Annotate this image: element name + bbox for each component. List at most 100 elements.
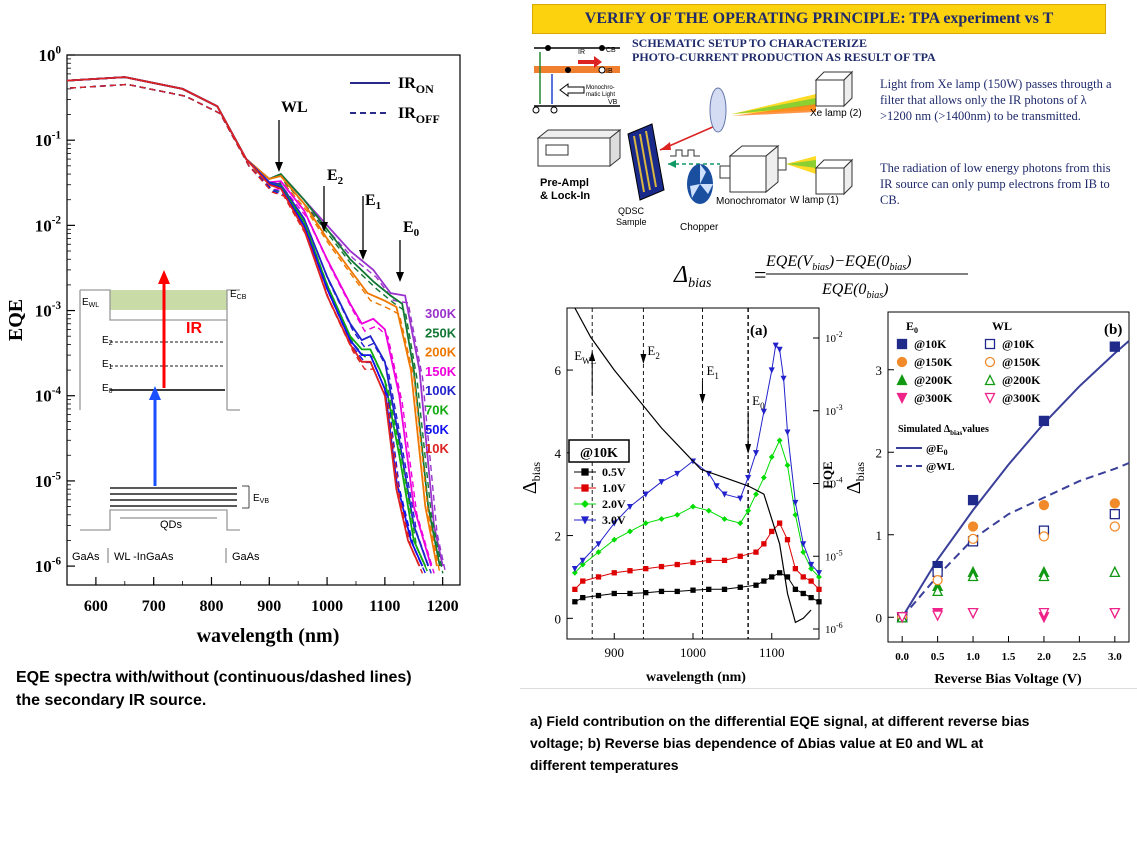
chart-b-group-wl: WL: [992, 319, 1012, 333]
chart-a-point-3.0V: [737, 495, 744, 502]
svg-text:& Lock-In: & Lock-In: [540, 190, 590, 202]
chart-a-point-1.0V: [769, 528, 775, 535]
chart-a-point-2.0V: [611, 536, 618, 543]
chart-a-point-1.0V: [792, 566, 799, 572]
chart-a-point-3.0V: [595, 541, 602, 548]
chart-a-point-1.0V: [776, 520, 783, 526]
chart-a-point-1.0V: [595, 574, 602, 580]
temp-label-10K: 10K: [425, 441, 449, 456]
svg-text:Δbias: Δbias: [673, 262, 712, 291]
chart-b-x-tick-label: 1.0: [966, 651, 980, 663]
chart-a-point-2.0V: [705, 507, 712, 514]
chart-a-point-1.0V: [800, 574, 806, 580]
svg-text:Pre-Ampl: Pre-Ampl: [540, 177, 589, 189]
chart-b-legend-label: @150K: [1002, 355, 1041, 369]
chart-a-annotation-arrowhead: [640, 354, 647, 364]
chart-a-y-tick-label: 6: [555, 363, 562, 378]
chart-a-y2-tick-label: 10-2: [825, 330, 843, 345]
chart-a-legend-marker: [580, 516, 590, 525]
chart-b-y-tick-label: 3: [876, 363, 883, 378]
chart-b-legend-label: @10K: [914, 337, 947, 351]
chart-b-x-tick-label: 3.0: [1108, 651, 1122, 663]
eqe-y-tick-label: 10-1: [35, 130, 61, 151]
chart-a-point-0.5V: [737, 584, 743, 590]
chart-a-point-3.0V: [579, 557, 586, 564]
chart-a-point-1.0V: [627, 568, 633, 574]
svg-text:=: =: [754, 262, 766, 287]
chart-b-point-E0-10K: [1109, 341, 1120, 352]
eqe-series-200K-off: [69, 83, 441, 574]
svg-text:E0: E0: [403, 219, 420, 239]
chart-a-y-tick-label: 0: [555, 611, 562, 626]
chart-b-point-E0-150K: [1109, 498, 1120, 509]
inset-gaas-left: GaAs: [72, 551, 100, 563]
chart-b-point-WL-200K: [1038, 570, 1050, 582]
chart-b-y-tick-label: 2: [876, 445, 883, 460]
chart-a-point-2.0V: [658, 516, 665, 522]
svg-text:Sample: Sample: [616, 217, 647, 227]
chart-b-sim-title: Simulated Δbiasvalues: [898, 424, 989, 437]
chart-b-x-label: Reverse Bias Voltage (V): [934, 672, 1082, 687]
chart-a-point-0.5V: [808, 594, 814, 601]
temp-label-300K: 300K: [425, 306, 457, 321]
chart-a-point-0.5V: [816, 599, 822, 605]
inset-ir-label: IR: [186, 320, 202, 337]
chart-a-y-label: Δbias: [520, 462, 543, 495]
chart-a-point-2.0V: [808, 565, 815, 572]
chart-a-legend-label: 2.0V: [602, 497, 626, 511]
chart-a-point-0.5V: [761, 578, 767, 584]
setup-description-1: Light from Xe lamp (150W) passes througt…: [880, 77, 1112, 123]
svg-text:WL: WL: [281, 99, 308, 116]
eqe-series-50K-off: [69, 83, 427, 574]
eqe-y-tick-label: 100: [38, 44, 61, 65]
lens: [709, 87, 727, 133]
chart-a-point-0.5V: [643, 590, 649, 596]
temp-label-250K: 250K: [425, 325, 457, 340]
chart-a-point-2.0V: [579, 561, 586, 568]
chart-a-point-1.0V: [721, 557, 728, 564]
chart-a-point-2.0V: [745, 507, 752, 514]
chart-a-legend-label: 3.0V: [602, 513, 626, 527]
mini-band-diagram: IR CB IB VB Monochro- matic Light: [532, 45, 620, 114]
chart-a-y2-tick-label: 10-4: [825, 476, 843, 491]
chart-b-legend-label: @200K: [1002, 373, 1041, 387]
xe-lamp: Xe lamp (2): [810, 70, 862, 119]
chart-b-point-E0-150K: [967, 521, 979, 532]
setup-title: SCHEMATIC SETUP TO CHARACTERIZE PHOTO-CU…: [632, 36, 936, 64]
chart-b-point-WL-300K: [896, 612, 908, 624]
chart-a-point-1.0V: [784, 537, 791, 543]
chart-b-legend-marker: [984, 374, 996, 386]
inset-ecb-label: ECB: [230, 289, 247, 301]
chart-a-annotation-arrowhead: [699, 394, 706, 404]
chart-a-point-2.0V: [571, 569, 578, 576]
chart-b-legend-marker: [984, 356, 996, 368]
chart-b-point-WL-150K: [1038, 531, 1050, 542]
eqe-x-tick-label: 1100: [369, 598, 400, 615]
chart-a-point-1.0V: [753, 549, 759, 555]
chart-a-point-3.0V: [658, 479, 665, 486]
chart-b-point-WL-150K: [967, 533, 979, 545]
chart-b-legend-marker: [984, 392, 996, 404]
svg-text:Chopper: Chopper: [680, 222, 719, 233]
chart-b-point-E0-10K: [967, 494, 979, 506]
chart-b-legend-marker: [984, 338, 996, 350]
chart-b-point-E0-10K: [1038, 415, 1050, 427]
chart-b-simulated-E0: [901, 340, 1130, 618]
eqe-series-300K-off: [69, 83, 447, 574]
chart-a-point-2.0V: [690, 503, 696, 510]
chart-a-point-3.0V: [626, 503, 634, 511]
chart-b-legend-label: @150K: [914, 355, 953, 369]
chart-a-point-3.0V: [780, 375, 787, 382]
chart-b-x-tick-label: 0.0: [895, 651, 909, 663]
chart-b-x-tick-label: 2.5: [1073, 651, 1087, 663]
chart-a-point-1.0V: [674, 561, 680, 568]
chart-b-x-tick-label: 0.5: [931, 651, 945, 663]
eqe-series-250K-off: [69, 83, 444, 574]
chart-b-x-tick-label: 1.5: [1002, 651, 1016, 663]
chart-b-y-label: Δbias: [843, 462, 867, 495]
chart-a-point-2.0V: [760, 474, 767, 481]
chart-a-point-2.0V: [674, 511, 681, 518]
chart-a-point-2.0V: [768, 454, 775, 460]
eqe-x-tick-label: 1000: [311, 598, 343, 615]
chart-a-point-2.0V: [721, 516, 728, 522]
